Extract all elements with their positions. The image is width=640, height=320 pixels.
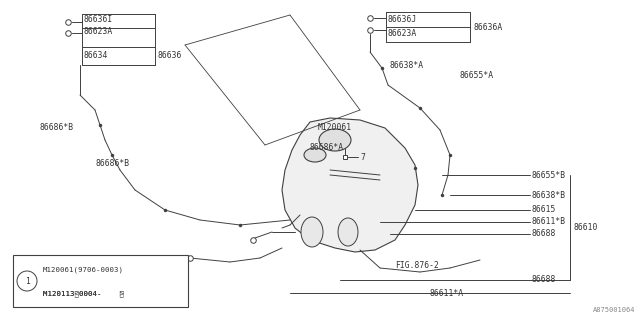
Text: 86638*A: 86638*A	[390, 60, 424, 69]
Text: 86686*B: 86686*B	[40, 124, 74, 132]
Text: 86688: 86688	[532, 229, 556, 238]
Ellipse shape	[304, 148, 326, 162]
Text: M120061(9706-0003): M120061(9706-0003)	[43, 267, 124, 273]
Text: 86623A: 86623A	[388, 29, 417, 38]
Polygon shape	[282, 118, 418, 252]
Text: 86636J: 86636J	[388, 14, 417, 23]
Text: 86636I: 86636I	[84, 15, 113, 25]
Text: M120113<0004-    >: M120113<0004- >	[43, 291, 124, 297]
Text: 86611*A: 86611*A	[430, 289, 464, 298]
Text: A875001064: A875001064	[593, 307, 635, 313]
Text: 86634: 86634	[84, 52, 108, 60]
Text: 86686*A: 86686*A	[310, 143, 344, 153]
Text: 86655*B: 86655*B	[532, 171, 566, 180]
Text: 86688: 86688	[532, 276, 556, 284]
Ellipse shape	[319, 129, 351, 151]
Text: 86611*B: 86611*B	[532, 218, 566, 227]
Text: FIG.876-2: FIG.876-2	[395, 260, 439, 269]
Text: 86636: 86636	[158, 52, 182, 60]
Text: 86638*B: 86638*B	[532, 190, 566, 199]
Text: 86615: 86615	[532, 205, 556, 214]
Text: 86655*A: 86655*A	[460, 70, 494, 79]
Ellipse shape	[338, 218, 358, 246]
Text: M120061: M120061	[318, 124, 352, 132]
Text: M120113〄0004-    々: M120113〄0004- 々	[43, 291, 124, 297]
Bar	[13, 255, 188, 307]
Text: 86610: 86610	[573, 223, 597, 233]
Ellipse shape	[301, 217, 323, 247]
Text: 1: 1	[24, 276, 29, 285]
Text: 86636A: 86636A	[473, 22, 502, 31]
Text: 7: 7	[360, 153, 365, 162]
Text: 86623A: 86623A	[84, 28, 113, 36]
Text: 86686*B: 86686*B	[95, 158, 129, 167]
Circle shape	[17, 271, 37, 291]
